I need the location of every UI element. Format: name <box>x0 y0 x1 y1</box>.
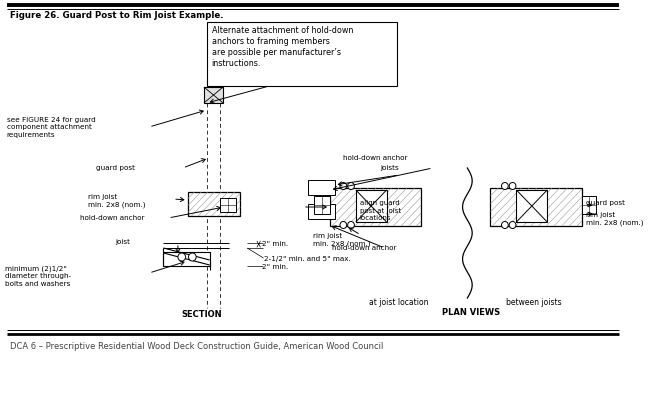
Text: guard post: guard post <box>586 200 625 206</box>
Text: hold-down anchor: hold-down anchor <box>80 215 145 221</box>
Text: joist: joist <box>115 239 130 245</box>
Bar <box>163 252 210 266</box>
Bar <box>207 22 397 86</box>
Bar <box>187 192 240 216</box>
Text: 2-1/2" min. and 5" max.: 2-1/2" min. and 5" max. <box>264 256 351 262</box>
Circle shape <box>178 253 186 261</box>
Circle shape <box>189 253 196 261</box>
Text: joists: joists <box>380 165 398 171</box>
Circle shape <box>509 221 516 229</box>
Circle shape <box>509 183 516 189</box>
Text: hold-down anchor: hold-down anchor <box>343 155 408 161</box>
Bar <box>582 196 596 214</box>
Circle shape <box>340 183 347 189</box>
Text: SECTION: SECTION <box>182 310 222 319</box>
Text: PLAN VIEWS: PLAN VIEWS <box>442 308 500 317</box>
Circle shape <box>340 221 347 229</box>
Text: see FIGURE 24 for guard
component attachment
requirements: see FIGURE 24 for guard component attach… <box>7 117 96 138</box>
Bar <box>314 196 330 214</box>
Bar <box>330 188 421 226</box>
Text: rim joist
min. 2x8 (nom.): rim joist min. 2x8 (nom.) <box>586 212 643 226</box>
Text: DCA 6 – Prescriptive Residential Wood Deck Construction Guide, American Wood Cou: DCA 6 – Prescriptive Residential Wood De… <box>10 342 383 351</box>
Bar <box>204 87 223 103</box>
Bar <box>308 204 335 219</box>
Text: 2" min.: 2" min. <box>262 241 288 247</box>
Text: minimum (2)1/2"
diameter through-
bolts and washers: minimum (2)1/2" diameter through- bolts … <box>5 265 71 286</box>
Text: at joist location: at joist location <box>369 298 429 307</box>
Text: rim joist
min. 2x8 (nom.): rim joist min. 2x8 (nom.) <box>89 194 146 208</box>
Bar <box>356 190 387 222</box>
Text: 2" min.: 2" min. <box>262 264 288 270</box>
Text: guard post: guard post <box>96 165 135 171</box>
Text: hold-down anchor: hold-down anchor <box>332 245 396 251</box>
Bar <box>220 198 236 212</box>
Bar <box>490 188 582 226</box>
Bar <box>308 180 335 195</box>
Circle shape <box>501 221 508 229</box>
Circle shape <box>348 183 354 189</box>
Circle shape <box>348 221 354 229</box>
Circle shape <box>501 183 508 189</box>
Text: Figure 26. Guard Post to Rim Joist Example.: Figure 26. Guard Post to Rim Joist Examp… <box>10 11 223 20</box>
Bar <box>516 190 547 222</box>
Text: Alternate attachment of hold-down
anchors to framing members
are possible per ma: Alternate attachment of hold-down anchor… <box>212 26 353 68</box>
Text: between joists: between joists <box>506 298 562 307</box>
Text: align guard
post at joist
locations: align guard post at joist locations <box>359 200 401 221</box>
Text: rim joist
min. 2x8 (nom.): rim joist min. 2x8 (nom.) <box>312 233 370 247</box>
